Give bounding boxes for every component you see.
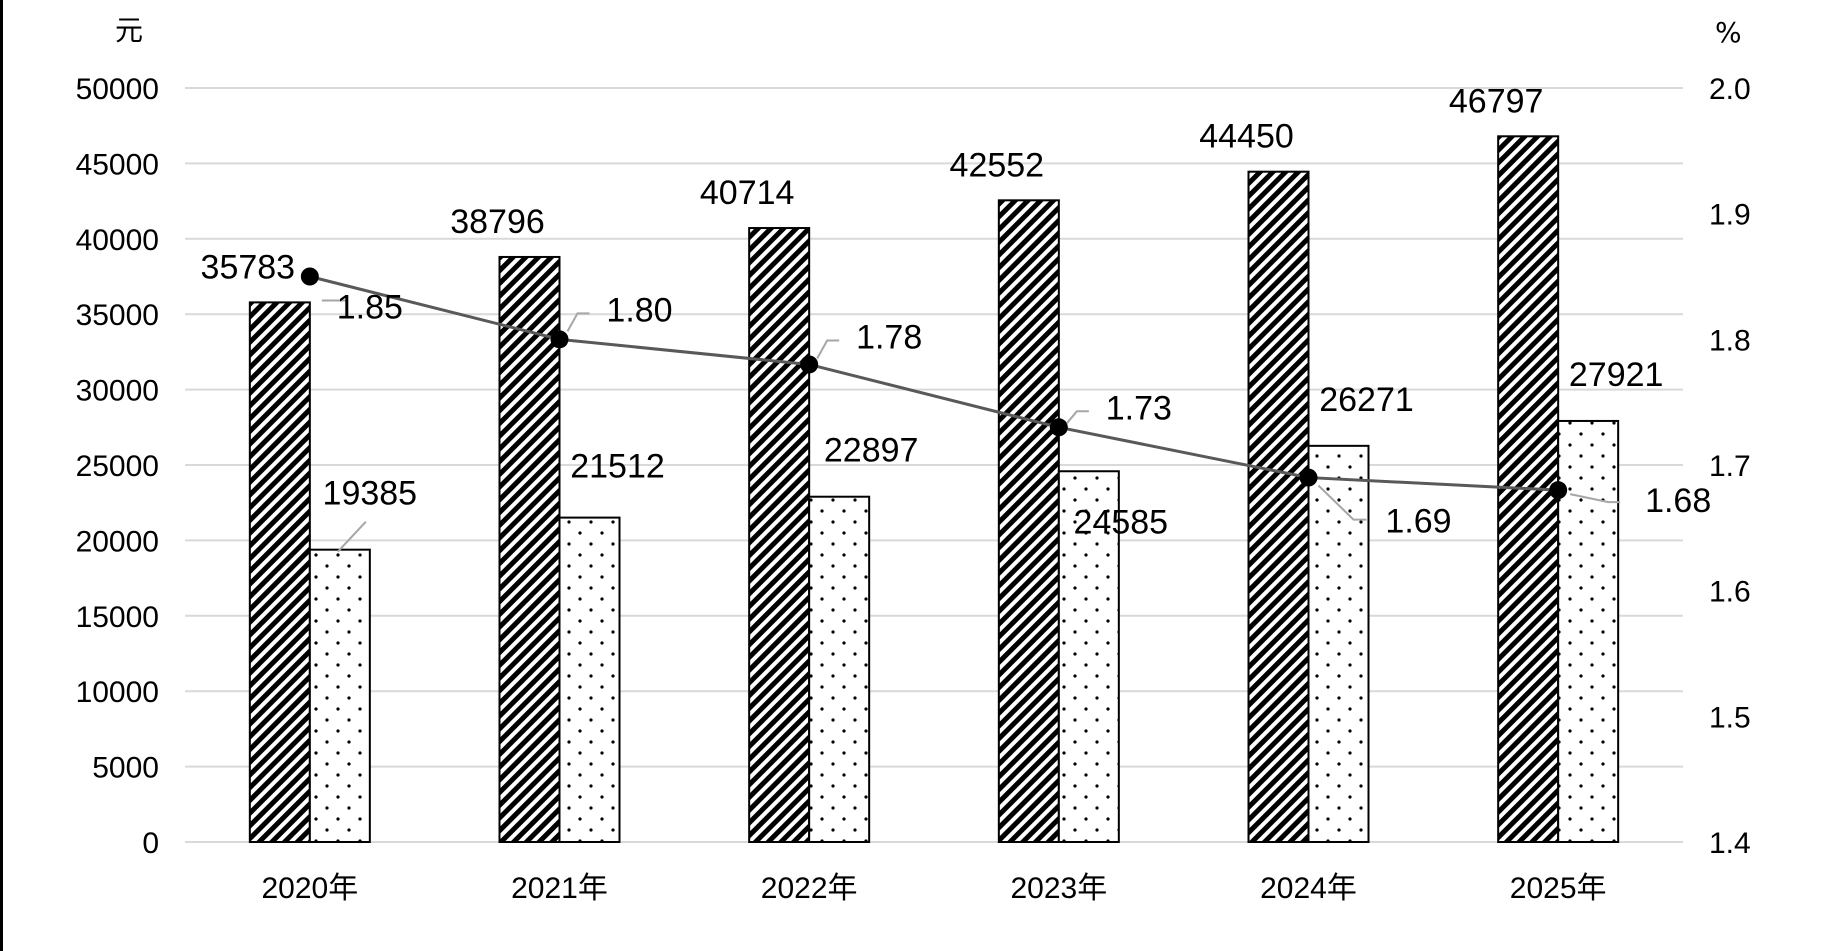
leader-line: [337, 520, 367, 553]
data-label-series1: 46797: [1449, 82, 1544, 120]
x-tick-label: 2023年: [1010, 872, 1107, 905]
y-left-tick-label: 35000: [76, 299, 159, 332]
y-right-tick-label: 1.9: [1709, 199, 1751, 232]
bar-series2: [1057, 470, 1120, 843]
y-left-tick-label: 40000: [76, 224, 159, 257]
data-label-series1: 44450: [1199, 118, 1294, 156]
data-labels: 35783 38796 40714 42552 44450 46797 19385 21512…: [201, 82, 1711, 553]
ratio-point: [300, 267, 319, 286]
x-tick-label: 2025年: [1510, 872, 1607, 905]
y-right-tick-label: 1.8: [1709, 324, 1751, 357]
data-label-series1: 40714: [700, 174, 795, 212]
x-tick-label: 2020年: [261, 872, 358, 905]
y-right-tick-label: 1.4: [1709, 827, 1751, 860]
data-label-ratio: 1.69: [1385, 503, 1451, 541]
y-right-tick-label: 1.6: [1709, 576, 1751, 609]
left-axis-unit: 元: [115, 14, 143, 47]
ratio-point: [550, 330, 569, 349]
data-label-series1: 42552: [950, 146, 1045, 184]
data-label-series1: 38796: [450, 203, 545, 241]
x-tick-label: 2024年: [1260, 872, 1357, 905]
data-label-series2: 19385: [323, 475, 418, 513]
data-label-ratio: 1.85: [337, 289, 403, 327]
y-left-tick-label: 5000: [92, 752, 159, 785]
ratio-point: [1299, 468, 1318, 487]
right-axis-unit: %: [1715, 16, 1742, 49]
data-label-series2: 24585: [1074, 503, 1169, 541]
bar-series1: [748, 227, 811, 843]
y-left-tick-label: 50000: [76, 73, 159, 106]
y-left-tick-label: 0: [142, 827, 159, 860]
data-label-series2: 27921: [1569, 356, 1664, 394]
data-label-ratio: 1.78: [856, 318, 922, 356]
ratio-leader-line: [1066, 410, 1089, 424]
bar-series2: [558, 516, 621, 844]
bar-series1: [248, 301, 311, 844]
y-right-tick-label: 1.7: [1709, 450, 1751, 483]
data-label-series2: 21512: [570, 448, 665, 486]
ratio-polyline: [309, 275, 1559, 492]
bar-series2: [308, 548, 371, 843]
data-label-ratio: 1.73: [1106, 389, 1172, 427]
y-left-tick-label: 45000: [76, 148, 159, 181]
x-tick-label: 2021年: [511, 872, 608, 905]
x-tick-label: 2022年: [761, 872, 858, 905]
data-label-series2: 26271: [1319, 381, 1414, 419]
y-right-tick-label: 1.5: [1709, 701, 1751, 734]
ratio-leader-line: [816, 339, 840, 359]
ratio-point: [1049, 418, 1068, 437]
axes: 元 % 0 5000 10000 15000 20000 25000 30000 35000 4…: [76, 14, 1751, 905]
data-label-series2: 22897: [824, 432, 919, 470]
ratio-leader-line: [1317, 484, 1367, 521]
bar-series2: [1307, 444, 1370, 843]
bar-series2: [1557, 419, 1620, 843]
bar-series1: [1247, 170, 1310, 844]
ratio-point: [1549, 481, 1568, 500]
chart-svg: 35783 38796 40714 42552 44450 46797 19385 21512…: [76, 14, 1751, 905]
data-label-series1: 35783: [201, 248, 296, 286]
data-label-ratio: 1.80: [606, 291, 672, 329]
bar-series2: [808, 495, 871, 843]
ratio-leader-line: [566, 312, 590, 332]
y-left-tick-label: 20000: [76, 525, 159, 558]
ratio-line: [300, 267, 1568, 500]
bars: [248, 135, 1620, 844]
y-left-tick-label: 10000: [76, 676, 159, 709]
y-right-tick-label: 2.0: [1709, 73, 1751, 106]
y-left-tick-label: 15000: [76, 601, 159, 634]
ratio-leader-line: [1569, 493, 1621, 504]
bar-series1: [498, 255, 561, 844]
bar-series1: [997, 199, 1060, 843]
data-label-ratio: 1.68: [1645, 482, 1711, 520]
ratio-point: [800, 355, 819, 374]
y-left-tick-label: 25000: [76, 450, 159, 483]
gridlines: [185, 87, 1683, 843]
y-left-tick-label: 30000: [76, 375, 159, 408]
